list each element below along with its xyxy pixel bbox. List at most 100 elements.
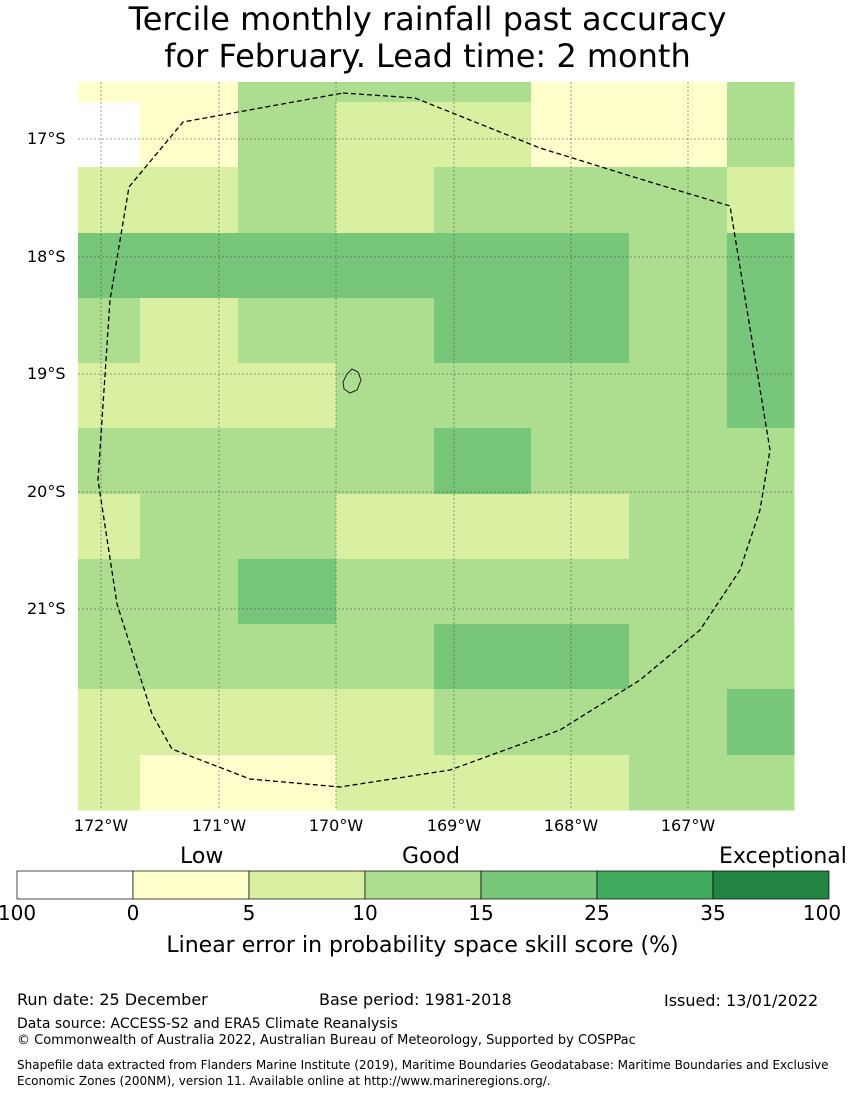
skill-cell [727, 233, 795, 299]
colorbar-title: Linear error in probability space skill … [166, 933, 679, 958]
skill-cell [434, 428, 532, 495]
colorbar-segment [596, 870, 714, 900]
lat-label-17: 17°S [27, 129, 66, 148]
colorbar-segment [712, 870, 830, 900]
skill-cell [629, 82, 728, 103]
skill-cell [629, 494, 728, 560]
skill-cell [531, 755, 630, 811]
skill-cell [140, 363, 239, 429]
issued-date: Issued: 13/01/2022 [664, 991, 819, 1010]
skill-cell [140, 298, 239, 364]
skill-cell [629, 428, 728, 495]
colorbar-tick-label: 5 [242, 901, 256, 925]
skill-cell [434, 363, 532, 429]
lon-label-171: 171°W [191, 816, 247, 835]
skill-cell [140, 428, 239, 495]
chart-title-line1: Tercile monthly rainfall past accuracy [128, 0, 727, 38]
skill-cell [531, 82, 630, 103]
lat-label-19: 19°S [27, 364, 66, 383]
skill-cell [727, 428, 795, 495]
skill-cell [140, 689, 239, 756]
skill-cell [531, 298, 630, 364]
skill-cell [140, 494, 239, 560]
skill-cell [78, 559, 141, 625]
skill-cell [434, 82, 532, 103]
data-source: Data source: ACCESS-S2 and ERA5 Climate … [17, 1016, 398, 1032]
shapefile-credit-line2: Economic Zones (200NM), version 11. Avai… [17, 1074, 551, 1088]
lon-label-167: 167°W [660, 816, 716, 835]
skill-cell [727, 102, 795, 168]
skill-cell [78, 494, 141, 560]
skill-cell [434, 624, 532, 690]
skill-cell [238, 755, 337, 811]
skill-cell [531, 167, 630, 234]
skill-cell [78, 755, 141, 811]
skill-cell [78, 428, 141, 495]
skill-cell [238, 298, 337, 364]
colorbar-segment [248, 870, 366, 900]
skill-cell [238, 167, 337, 234]
lat-label-18: 18°S [27, 247, 66, 266]
skill-cell [434, 298, 532, 364]
skill-cell [336, 755, 435, 811]
colorbar-tick-label: 0 [126, 901, 140, 925]
lon-label-172: 172°W [73, 816, 129, 835]
run-date: Run date: 25 December [17, 990, 208, 1009]
skill-cell [434, 102, 532, 168]
skill-cell [78, 82, 141, 103]
skill-cell [336, 167, 435, 234]
skill-cell [727, 559, 795, 625]
skill-cell [434, 689, 532, 756]
skill-cell [140, 102, 239, 168]
skill-cell [238, 233, 337, 299]
skill-cell [629, 363, 728, 429]
colorbar-tick-label: 15 [468, 901, 494, 925]
colorbar-segment [364, 870, 482, 900]
skill-cell [336, 82, 435, 103]
colorbar-segment [480, 870, 598, 900]
colorbar-segment [132, 870, 250, 900]
skill-cell [531, 494, 630, 560]
skill-cell [629, 755, 728, 811]
category-good: Good [402, 844, 460, 869]
skill-cell [78, 102, 141, 168]
category-low: Low [180, 844, 224, 869]
skill-cell [727, 624, 795, 690]
skill-cell [140, 167, 239, 234]
skill-cell [727, 82, 795, 103]
colorbar-tick-label: 100 [802, 901, 842, 925]
skill-cell [140, 624, 239, 690]
copyright: © Commonwealth of Australia 2022, Austra… [17, 1033, 636, 1048]
skill-cell [531, 363, 630, 429]
skill-cell [727, 755, 795, 811]
skill-cell [336, 102, 435, 168]
skill-cell [629, 559, 728, 625]
skill-cell [336, 559, 435, 625]
skill-cell [238, 494, 337, 560]
skill-cell [78, 298, 141, 364]
skill-cell [727, 298, 795, 364]
skill-cell [629, 102, 728, 168]
skill-cell [336, 428, 435, 495]
shapefile-credit-line1: Shapefile data extracted from Flanders M… [17, 1058, 829, 1072]
skill-cell [336, 624, 435, 690]
skill-cell [140, 755, 239, 811]
skill-cell [336, 494, 435, 560]
skill-cell [434, 494, 532, 560]
skill-cell [531, 428, 630, 495]
skill-cell [78, 363, 141, 429]
colorbar-tick-label: 35 [700, 901, 726, 925]
island-outline [342, 368, 362, 394]
skill-cell [78, 624, 141, 690]
skill-cell [78, 233, 141, 299]
skill-cell [238, 689, 337, 756]
skill-cell [434, 233, 532, 299]
lat-label-20: 20°S [27, 482, 66, 501]
skill-cell [238, 428, 337, 495]
skill-cell [140, 233, 239, 299]
skill-cell [78, 689, 141, 756]
skill-cell [336, 233, 435, 299]
skill-cell [727, 363, 795, 429]
skill-cell [629, 298, 728, 364]
